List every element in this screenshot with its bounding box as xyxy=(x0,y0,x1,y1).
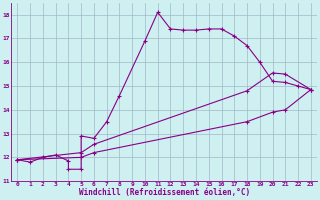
X-axis label: Windchill (Refroidissement éolien,°C): Windchill (Refroidissement éolien,°C) xyxy=(78,188,250,197)
